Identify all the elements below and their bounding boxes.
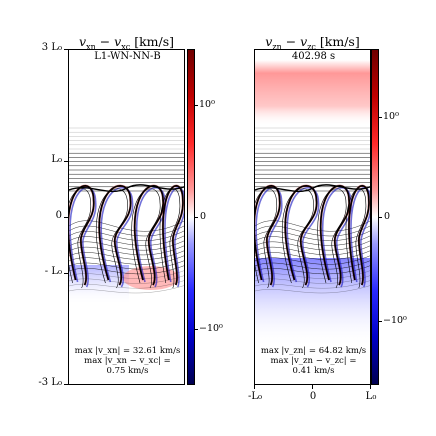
panel-2-time-label: 402.98 s — [291, 51, 336, 62]
panel-1-colorbar-label-3: −10⁰ — [199, 323, 223, 334]
plume-inner-line — [69, 188, 91, 289]
plume-blue-edge — [69, 186, 97, 288]
plume-blue-edge — [100, 186, 134, 288]
plume-outline — [69, 184, 95, 286]
panel-2-colorbar-label-3: −10⁰ — [383, 315, 407, 326]
panel-1-ytick-mark-2 — [64, 161, 68, 162]
panel-1-annotation-line-1: max |v_xn| = 32.61 km/s — [74, 346, 181, 356]
curved-field-line — [255, 245, 370, 256]
panel-2-xtick-label-3: L₀ — [365, 391, 377, 402]
panel-2-xtick-mark-3 — [370, 385, 371, 389]
panel-2-xtick-label-1: -L₀ — [247, 391, 263, 402]
curved-field-line — [69, 245, 184, 256]
panel-2-annotation-line-3: 0.41 km/s — [292, 366, 335, 376]
panel-1-colorbar-tick-3 — [195, 329, 198, 330]
curved-field-line — [255, 235, 370, 246]
interface-line — [255, 184, 370, 193]
plume-inner-line — [345, 188, 367, 289]
panel-1-ytick-label-4: - L₀ — [44, 266, 62, 277]
lower-blue-region — [69, 265, 129, 305]
curved-field-line — [255, 285, 370, 294]
panel-1-heatmap — [69, 127, 184, 305]
curved-field-line — [69, 240, 184, 251]
panel-1-colorbar-tick-2 — [195, 217, 198, 218]
panel-2-colorbar-label-2: 0 — [384, 211, 391, 222]
panel-2-colorbar-tick-2 — [379, 217, 382, 218]
curved-field-line — [255, 220, 370, 232]
panel-2-xtick-mark-2 — [312, 385, 313, 389]
panel-2-colorbar — [371, 49, 379, 385]
curved-field-line — [69, 235, 184, 246]
panel-2-plot-area: 402.98 s max |v_zn| = 64.82 km/s max |v_… — [254, 49, 371, 385]
plume-outline — [162, 184, 184, 286]
plume-inner-line — [317, 188, 347, 289]
panel-1-annotation-line-3: 0.75 km/s — [106, 366, 149, 376]
panel-2-colorbar-tick-3 — [379, 321, 382, 322]
plume-blue-edge — [255, 186, 283, 288]
panel-1-annotation: max |v_xn| = 32.61 km/s max |v_xn − v_xc… — [69, 346, 184, 376]
panel-1-ytick-mark-3 — [64, 217, 68, 218]
panel-2-colorbar-tick-1 — [379, 117, 382, 118]
panel-1-ytick-label-3: 0 — [55, 210, 62, 221]
panel-2-xtick-mark-1 — [254, 385, 255, 389]
curved-field-line — [69, 220, 184, 232]
panel-2-annotation-line-1: max |v_zn| = 64.82 km/s — [260, 346, 367, 356]
panel-1-ytick-mark-4 — [64, 273, 68, 274]
plume-inner-line — [255, 188, 277, 289]
panel-1-colorbar-tick-1 — [195, 105, 198, 106]
curved-field-line — [69, 280, 184, 289]
plume-inner-line — [131, 188, 161, 289]
plume-blue-edge — [286, 186, 320, 288]
curved-field-line — [255, 280, 370, 289]
upper-red-band — [255, 60, 370, 126]
curved-field-line — [69, 285, 184, 294]
panel-2-annotation-line-2: max |v_zn − v_zc| = — [270, 356, 357, 366]
panel-1-annotation-line-2: max |v_xn − v_xc| = — [84, 356, 171, 366]
plume-outline — [98, 184, 132, 286]
plume-inner-line — [95, 188, 128, 289]
panel-1-ytick-mark-1 — [64, 49, 68, 50]
panel-1-plot-area: L1-WN-NN-B max |v_xn| = 32.61 km/s max |… — [68, 49, 185, 385]
plume-blue-edge — [350, 186, 370, 288]
curved-field-line — [255, 240, 370, 251]
panel-1-ytick-mark-5 — [64, 384, 68, 385]
plume-inner-line — [281, 188, 314, 289]
panel-2-title: vzn − vzc [km/s] — [265, 34, 360, 52]
panel-1-ytick-label-1: 3 L₀ — [41, 42, 62, 53]
panel-1-run-label: L1-WN-NN-B — [94, 51, 161, 62]
panel-2-xtick-label-2: 0 — [309, 391, 317, 402]
plume-outline — [284, 184, 318, 286]
plume-outline — [319, 184, 350, 286]
interface-line — [69, 184, 184, 193]
plume-outline — [255, 184, 281, 286]
panel-1-ytick-label-2: L₀ — [51, 154, 62, 165]
panel-1-ytick-label-5: -3 L₀ — [38, 377, 62, 388]
plume-outline — [133, 184, 164, 286]
panel-2-colorbar-label-1: 10⁰ — [383, 111, 399, 122]
panel-1-colorbar — [187, 49, 195, 385]
plume-outline — [348, 184, 370, 286]
plume-inner-line — [159, 188, 181, 289]
plume-blue-edge — [164, 186, 184, 288]
panel-2-annotation: max |v_zn| = 64.82 km/s max |v_zn − v_zc… — [255, 346, 370, 376]
panel-1-title: vxn − vxc [km/s] — [79, 34, 174, 52]
panel-1-colorbar-label-1: 10⁰ — [199, 99, 215, 110]
panel-2-heatmap — [255, 60, 370, 348]
panel-1-colorbar-label-2: 0 — [200, 211, 207, 222]
